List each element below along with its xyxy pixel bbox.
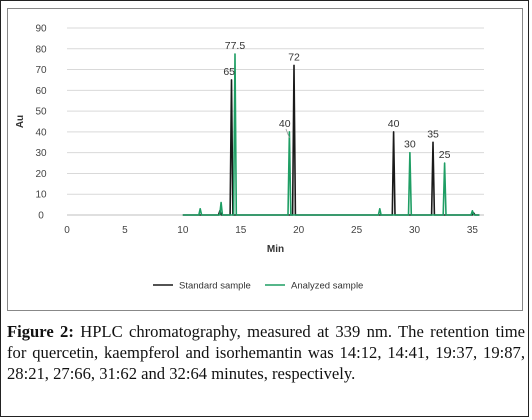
- data-label-3: 40: [279, 118, 291, 130]
- legend: Standard sample Analyzed sample: [153, 281, 363, 292]
- data-label-7: 25: [439, 149, 451, 161]
- x-tick-15: 15: [235, 225, 247, 236]
- x-tick-30: 30: [409, 225, 421, 236]
- data-label-2: 72: [288, 51, 300, 63]
- y-tick-20: 20: [35, 169, 47, 180]
- y-tick-0: 0: [38, 211, 44, 222]
- peak-point-1-7: [471, 210, 474, 212]
- x-tick-35: 35: [467, 225, 479, 236]
- y-tick-60: 60: [35, 86, 47, 97]
- peak-point-1-4: [379, 208, 381, 210]
- series-lines: [182, 53, 480, 216]
- y-tick-30: 30: [35, 148, 47, 159]
- y-tick-90: 90: [35, 24, 47, 35]
- y-tick-50: 50: [35, 107, 47, 118]
- figure-caption: Figure 2: HPLC chromatography, measured …: [7, 321, 525, 384]
- x-tick-10: 10: [177, 225, 189, 236]
- y-tick-40: 40: [35, 127, 47, 138]
- data-label-6: 35: [427, 128, 439, 140]
- data-label-1: 77.5: [225, 40, 246, 52]
- data-label-5: 30: [404, 139, 416, 151]
- caption-text: HPLC chromatography, measured at 339 nm.…: [7, 322, 525, 383]
- x-tick-20: 20: [293, 225, 305, 236]
- chart-container: 0 10 20 30 40 50 60 70 80 90 0 5 10 15 20 25 30 35 65 77.…: [7, 8, 523, 311]
- peak-point-1-5: [409, 152, 411, 154]
- data-label-0: 65: [223, 66, 235, 78]
- peak-point-1-0: [199, 208, 201, 210]
- x-tick-25: 25: [351, 225, 363, 236]
- x-axis-label: Min: [267, 244, 284, 255]
- y-tick-labels: 0 10 20 30 40 50 60 70 80 90: [35, 24, 47, 222]
- legend-label-1: Analyzed sample: [291, 281, 363, 292]
- peak-point-1-1: [220, 201, 222, 204]
- y-axis-label: Au: [15, 115, 26, 128]
- chromatogram-chart: 0 10 20 30 40 50 60 70 80 90 0 5 10 15 20 25 30 35 65 77.…: [15, 24, 484, 292]
- x-tick-labels: 0 5 10 15 20 25 30 35: [64, 225, 478, 236]
- data-label-4: 40: [388, 118, 400, 130]
- y-tick-70: 70: [35, 65, 47, 76]
- peak-point-0-2: [293, 64, 295, 66]
- y-tick-80: 80: [35, 44, 47, 55]
- legend-label-0: Standard sample: [179, 281, 251, 292]
- peak-point-1-6: [444, 162, 446, 164]
- caption-label: Figure 2:: [7, 322, 74, 341]
- x-tick-0: 0: [64, 225, 70, 236]
- peak-point-1-3: [288, 131, 290, 133]
- peak-point-0-3: [393, 131, 395, 133]
- peak-point-0-1: [230, 79, 233, 81]
- peak-point-0-4: [432, 141, 434, 143]
- grid-lines: [67, 27, 484, 216]
- x-tick-5: 5: [122, 225, 128, 236]
- y-tick-10: 10: [35, 190, 47, 201]
- series-line-analyzed: [182, 53, 480, 216]
- peak-point-1-2: [234, 53, 236, 55]
- label-leader: [285, 128, 290, 139]
